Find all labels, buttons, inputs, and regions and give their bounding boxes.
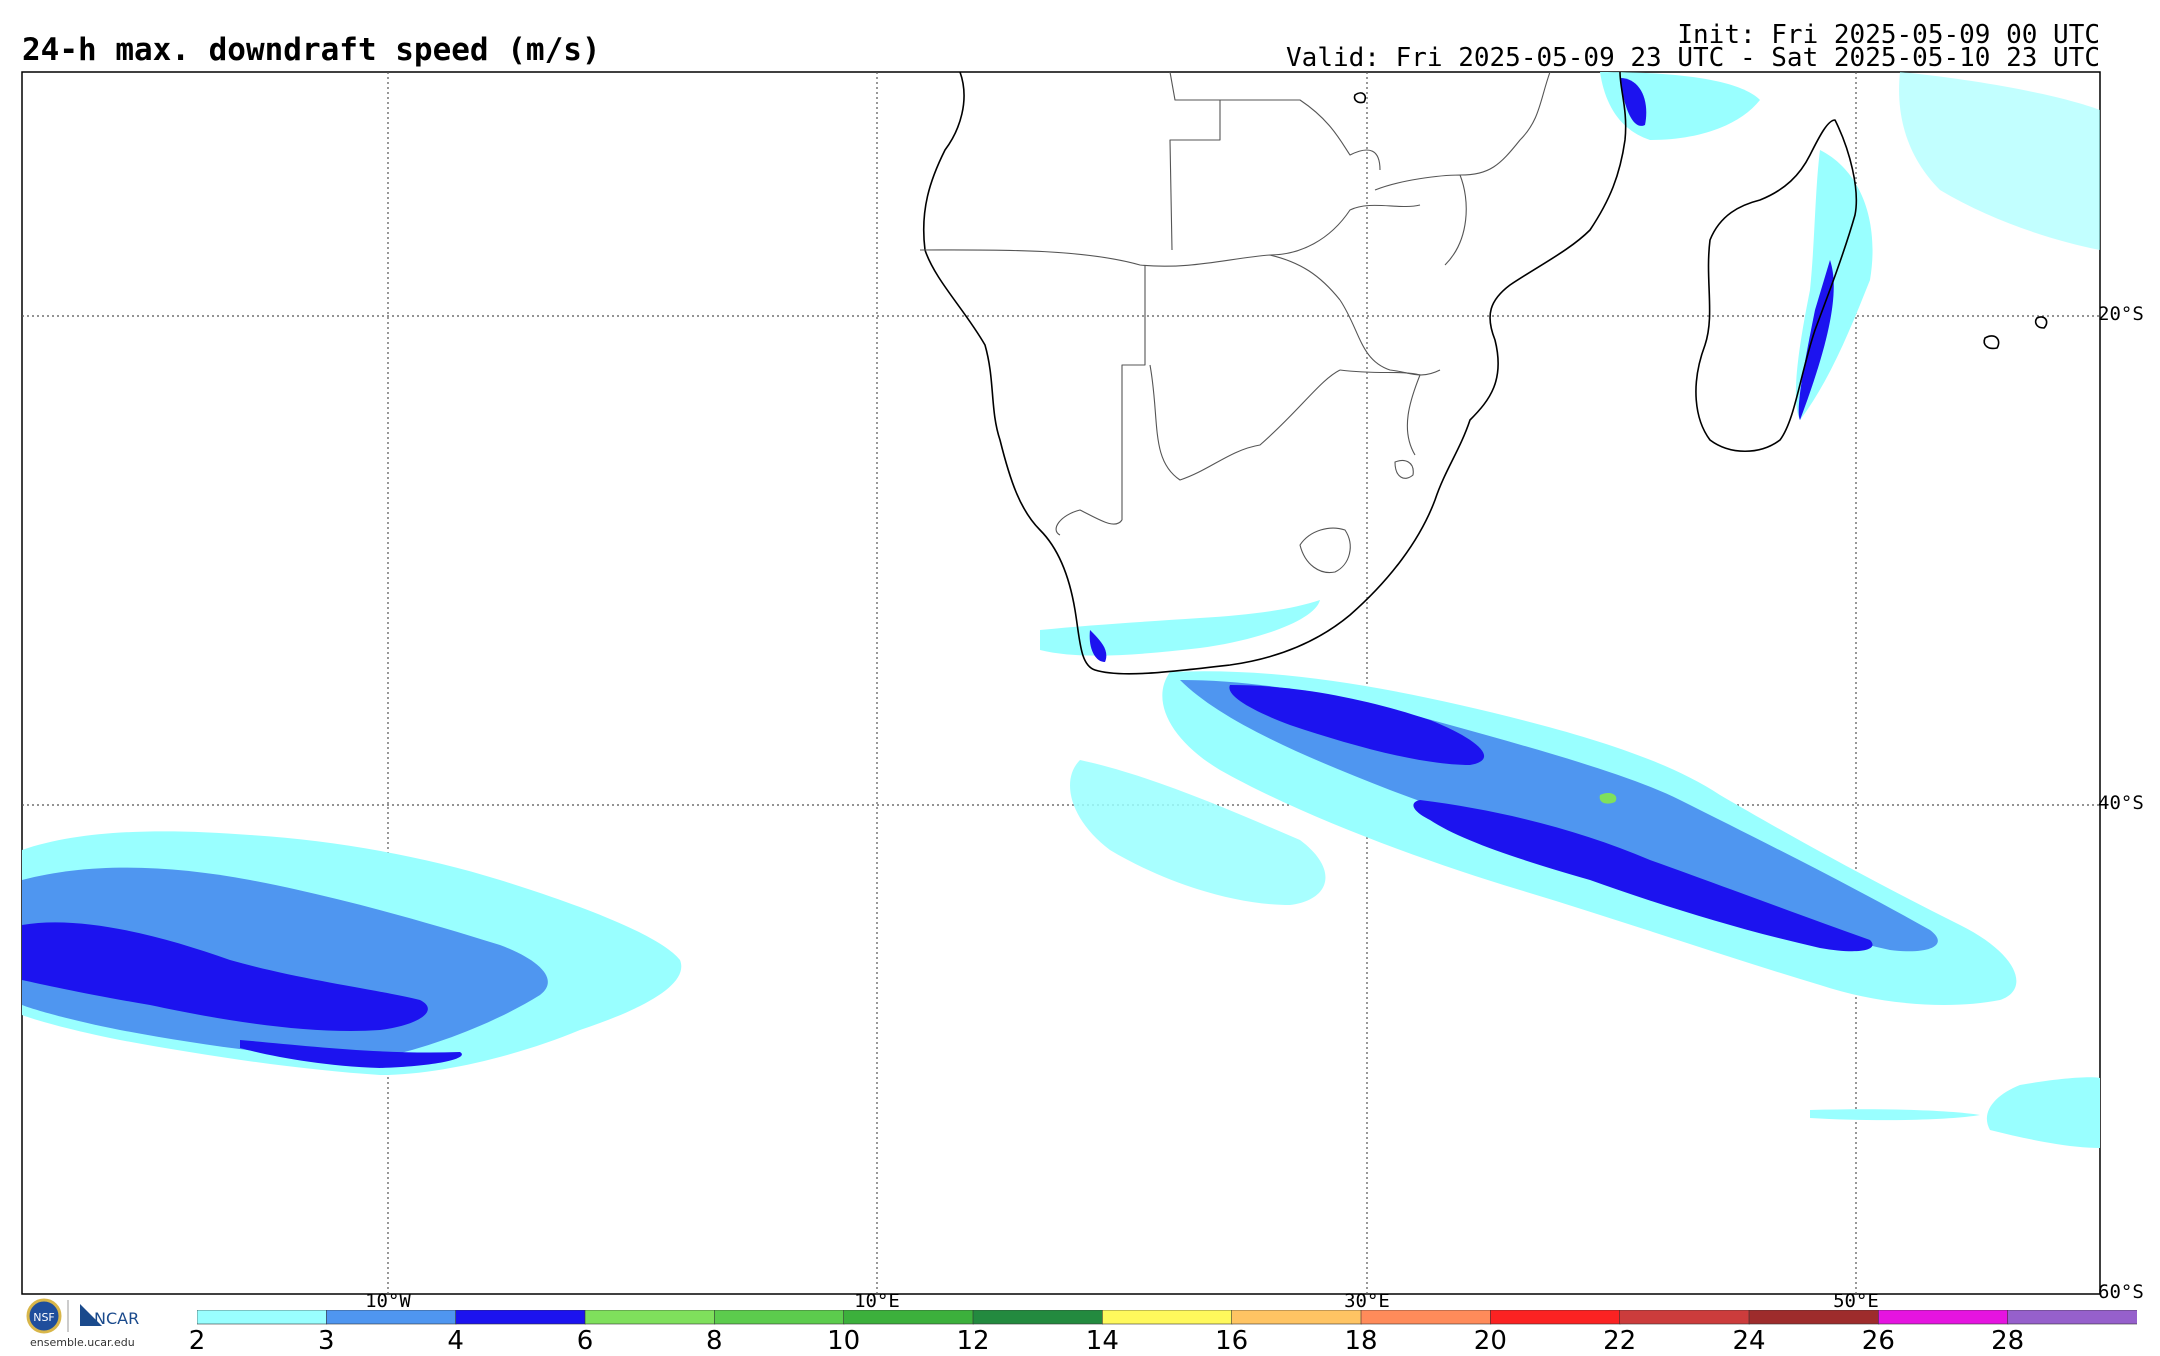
- lat-label-40s: 40°S: [2098, 792, 2144, 814]
- colorbar-tick-label: 24: [1732, 1326, 1766, 1356]
- init-time: Init: Fri 2025-05-09 00 UTC: [1677, 20, 2100, 50]
- colorbar-segment: [1490, 1310, 1621, 1325]
- africa-coastline: [922, 71, 1627, 675]
- lon-label-50e: 50°E: [1833, 1290, 1879, 1312]
- downdraft-swath-north-dark: [1089, 78, 1834, 662]
- colorbar-tick-label: 16: [1215, 1326, 1249, 1356]
- colorbar-segment: [326, 1310, 457, 1325]
- nsf-ncar-logo: NSF NCAR: [26, 1298, 139, 1334]
- madagascar-coastline: [1695, 119, 1858, 452]
- lake-victoria-ish: [1353, 92, 1367, 104]
- colorbar-segment: [455, 1310, 586, 1325]
- colorbar: [197, 1310, 2137, 1325]
- colorbar-segment: [714, 1310, 845, 1325]
- colorbar-segment: [972, 1310, 1104, 1325]
- colorbar-tick-label: 14: [1085, 1326, 1119, 1356]
- colorbar-tick-label: 28: [1991, 1326, 2025, 1356]
- grid-lines: [22, 72, 2100, 1294]
- colorbar-tick-label: 4: [447, 1326, 464, 1356]
- colorbar-tick-label: 12: [956, 1326, 990, 1356]
- colorbar-segment: [197, 1310, 328, 1325]
- swath-west-dark: [22, 922, 428, 1031]
- swath-west-dark-2: [240, 1040, 462, 1068]
- reunion: [2034, 316, 2048, 329]
- lon-label-10w: 10°W: [365, 1290, 411, 1312]
- colorbar-tick-label: 22: [1603, 1326, 1637, 1356]
- swath-cape: [1040, 600, 1320, 656]
- colorbar-segment: [1102, 1310, 1233, 1325]
- downdraft-swath-east: [1070, 671, 2017, 1005]
- lat-label-60s: 60°S: [2098, 1281, 2144, 1303]
- colorbar-segment: [1878, 1310, 2009, 1325]
- colorbar-segment: [1360, 1310, 1492, 1325]
- colorbar-segment: [1748, 1310, 1880, 1325]
- eswatini: [1394, 459, 1414, 479]
- country-borders: [919, 71, 1551, 574]
- colorbar-segment: [1231, 1310, 1362, 1325]
- lon-label-30e: 30°E: [1344, 1290, 1390, 1312]
- colorbar-tick-label: 26: [1861, 1326, 1895, 1356]
- downdraft-swath-north: [1040, 72, 2100, 656]
- colorbar-tick-label: 6: [576, 1326, 594, 1356]
- swath-madagascar-dark: [1798, 260, 1834, 420]
- downdraft-swath-far-east: [1810, 1077, 2100, 1148]
- swath-far-east-light: [1986, 1077, 2100, 1148]
- colorbar-tick-label: 2: [188, 1326, 206, 1356]
- swath-far-east-thin: [1810, 1109, 1980, 1121]
- nsf-seal-icon: [26, 1298, 62, 1334]
- colorbar-tick-label: 3: [318, 1326, 335, 1356]
- colorbar-tick-label: 10: [827, 1326, 861, 1356]
- swath-east-dark-2: [1413, 800, 1873, 952]
- colorbar-segment: [2007, 1310, 2137, 1325]
- colorbar-segment: [584, 1310, 716, 1325]
- swath-indian-ocean: [1899, 72, 2100, 250]
- colorbar-segment: [1619, 1310, 1750, 1325]
- valid-time: Valid: Fri 2025-05-09 23 UTC - Sat 2025-…: [1286, 43, 2100, 73]
- ncar-mark-icon: [80, 1304, 102, 1326]
- swath-cape-dark: [1089, 630, 1107, 662]
- colorbar-tick-label: 8: [706, 1326, 723, 1356]
- map-frame: [21, 71, 2101, 1295]
- swath-moz-dark: [1620, 78, 1647, 126]
- lesotho: [1299, 527, 1351, 574]
- downdraft-swath-west: [22, 831, 682, 1075]
- swath-east-light-scatter: [1070, 760, 1326, 905]
- map-title: 24-h max. downdraft speed (m/s): [22, 32, 601, 68]
- nsf-label: NSF: [33, 1311, 55, 1324]
- mauritius: [1983, 335, 2000, 350]
- colorbar-segment: [843, 1310, 974, 1325]
- swath-east-small-green: [1599, 792, 1617, 804]
- lat-label-20s: 20°S: [2098, 303, 2144, 325]
- logo-url: ensemble.ucar.edu: [30, 1336, 135, 1349]
- colorbar-tick-label: 20: [1473, 1326, 1507, 1356]
- coastlines: [922, 71, 2048, 675]
- colorbar-tick-label: 18: [1344, 1326, 1378, 1356]
- ncar-label: NCAR: [94, 1309, 139, 1328]
- swath-east-dark: [1229, 685, 1485, 765]
- lon-label-10e: 10°E: [854, 1290, 900, 1312]
